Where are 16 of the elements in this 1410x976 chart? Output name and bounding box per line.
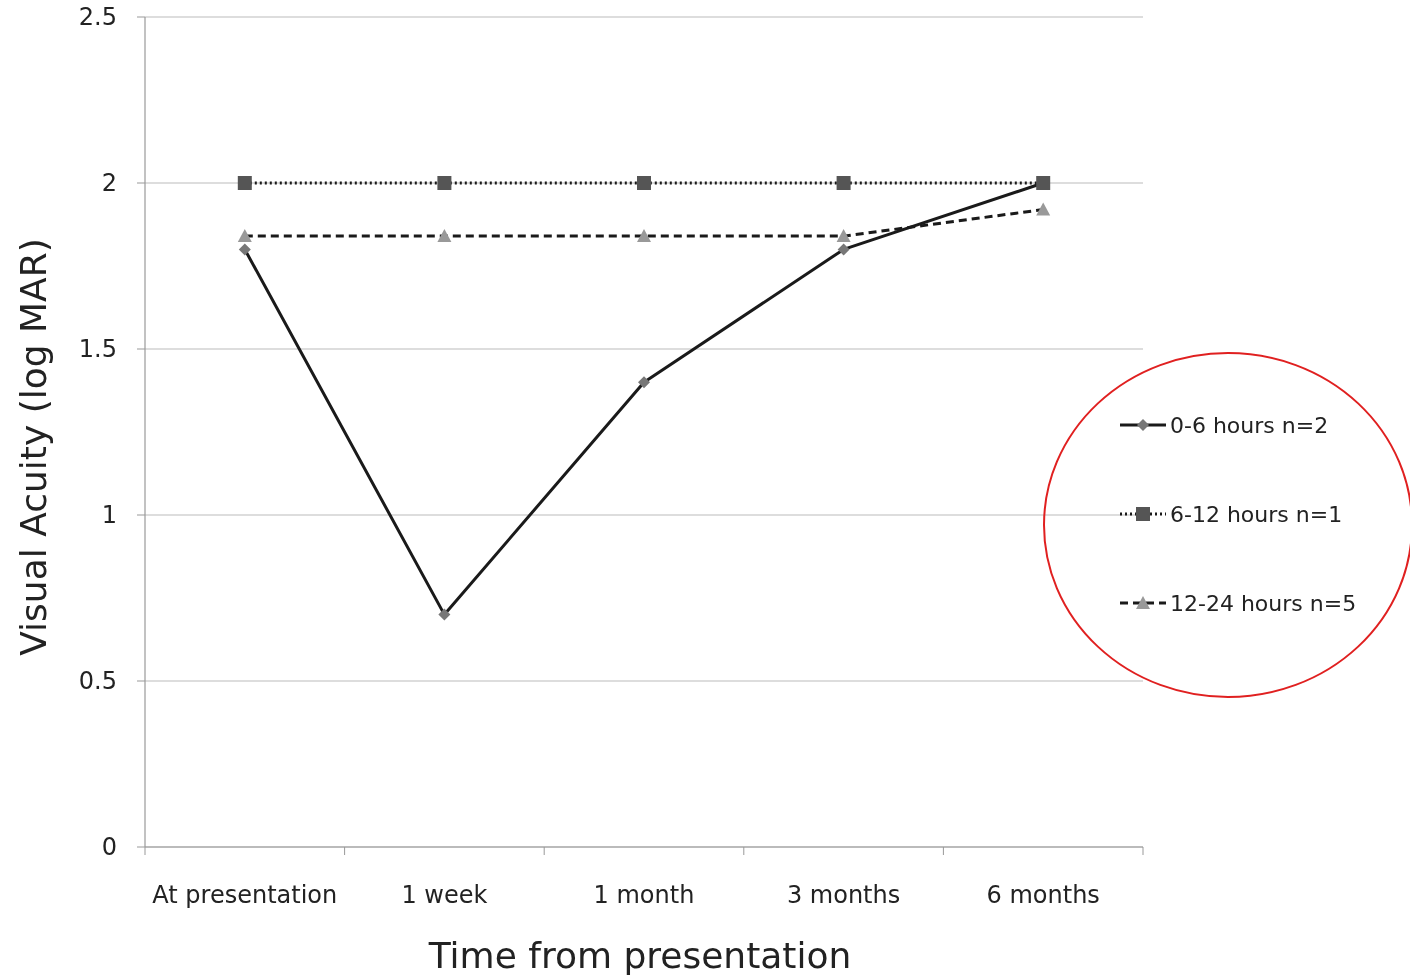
y-tick-label: 0.5 (78, 667, 117, 696)
x-tick-label: At presentation (152, 881, 338, 909)
y-tick-label: 0 (101, 833, 117, 862)
legend-label: 12-24 hours n=5 (1170, 590, 1357, 616)
x-tick-label: 3 months (786, 881, 901, 909)
y-axis-title: Visual Acuity (log MAR) (13, 238, 54, 656)
y-tick-label: 2.5 (78, 3, 117, 32)
legend-label: 6-12 hours n=1 (1170, 501, 1343, 527)
y-tick-label: 1.5 (78, 335, 117, 364)
y-tick-label: 1 (101, 501, 117, 530)
legend-label: 0-6 hours n=2 (1170, 412, 1329, 438)
x-tick-label: 1 week (401, 881, 488, 909)
y-tick-label: 2 (101, 169, 117, 198)
x-tick-label: 6 months (986, 881, 1100, 909)
x-axis-title: Time from presentation (427, 935, 852, 976)
x-tick-label: 1 month (593, 881, 695, 909)
